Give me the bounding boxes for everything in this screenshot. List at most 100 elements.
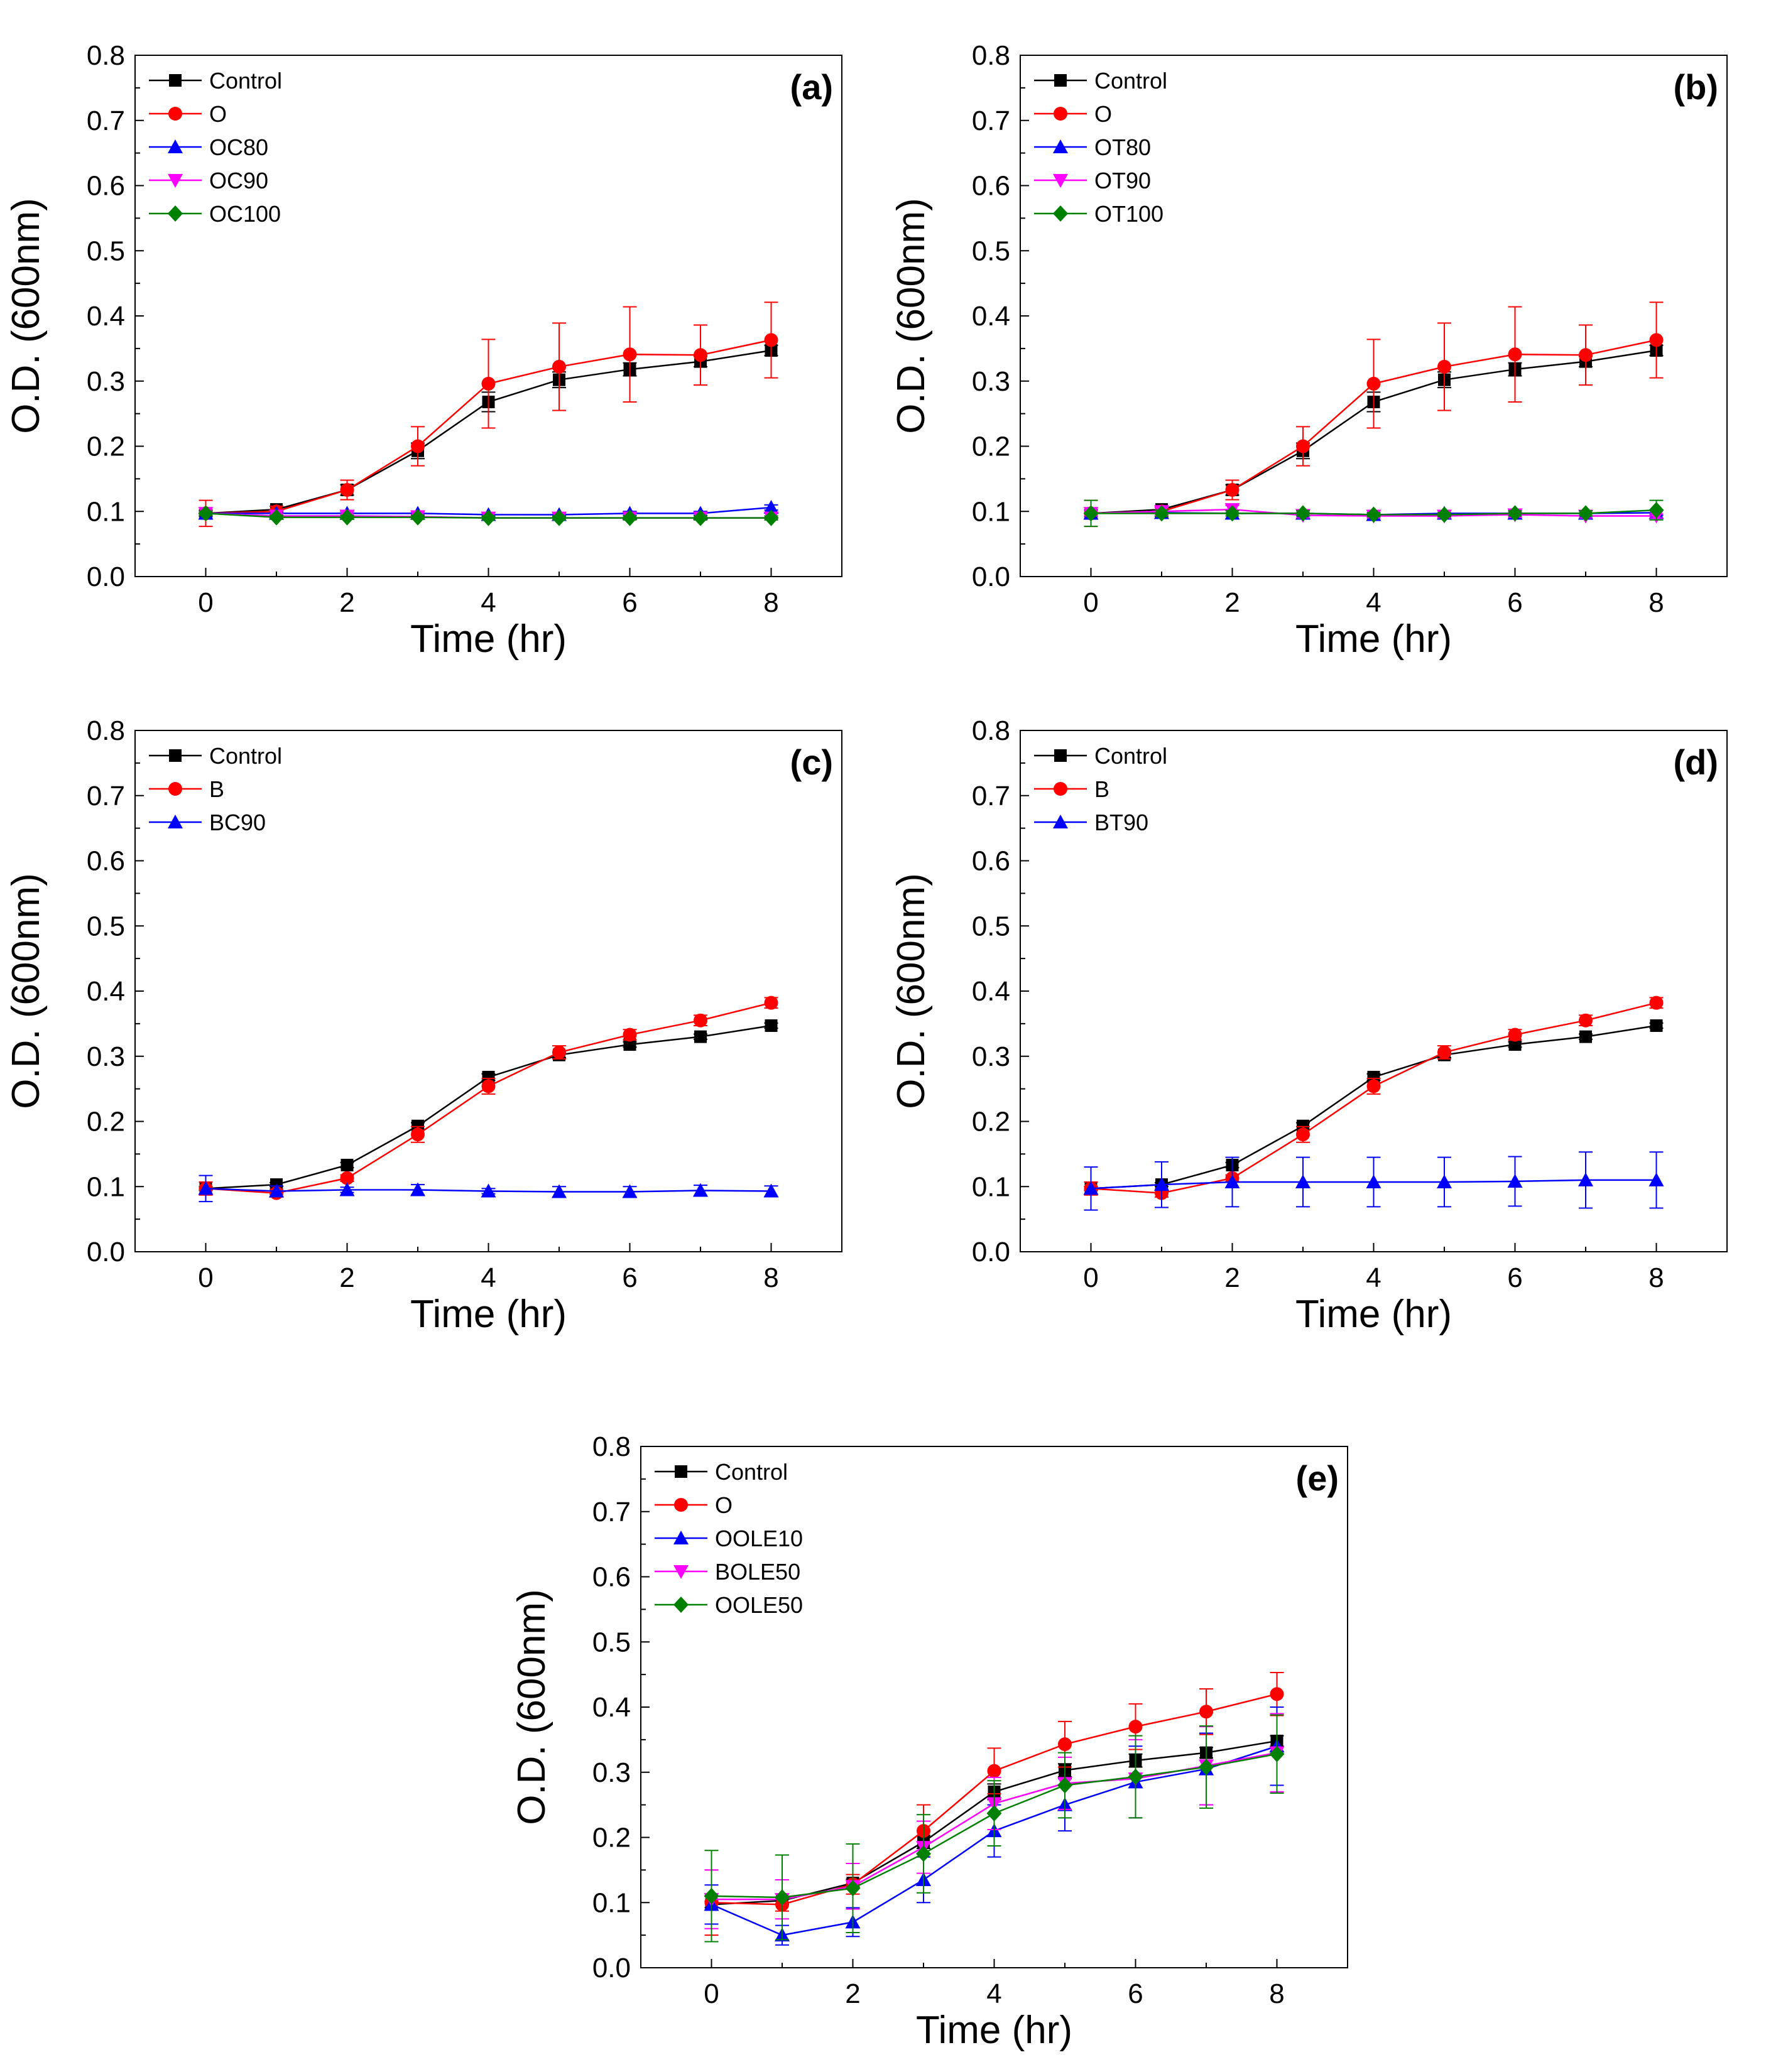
chart-c-series-BC90 — [198, 1174, 779, 1203]
chart-d-point-BT90 — [1507, 1173, 1523, 1188]
chart-b-ytick-label: 0.4 — [972, 301, 1010, 332]
chart-a-ylabel: O.D. (600nm) — [4, 198, 48, 434]
chart-c-line-B — [205, 1002, 771, 1194]
chart-a-point-O — [481, 376, 496, 391]
chart-c-legend-label: Control — [209, 743, 282, 769]
chart-a-xtick-label: 6 — [622, 587, 637, 618]
chart-c-point-BC90 — [622, 1184, 638, 1198]
chart-c-frame — [134, 730, 842, 1252]
chart-d-ytick-label: 0.5 — [972, 911, 1010, 941]
chart-d-point-BT90 — [1295, 1174, 1311, 1188]
chart-b-xlabel: Time (hr) — [1295, 617, 1452, 661]
chart-e-legend-marker — [673, 1565, 689, 1579]
chart-d-point-BT90 — [1648, 1172, 1664, 1186]
chart-e-xtick-label: 0 — [704, 1978, 719, 2009]
chart-c-xtick-label: 6 — [622, 1262, 637, 1293]
chart-d-legend-marker — [1054, 749, 1067, 762]
chart-b-xtick-label: 0 — [1083, 587, 1098, 618]
chart-a-point-O — [694, 348, 707, 362]
chart-e-legend-label: O — [715, 1492, 733, 1518]
chart-d-point-B — [1437, 1045, 1451, 1060]
chart-c-point-BC90 — [481, 1183, 496, 1198]
chart-d-ytick-label: 0.0 — [972, 1237, 1010, 1267]
chart-a-point-O — [623, 347, 637, 362]
chart-a-svg: 0.0 0.1 0.2 0.3 0.4 0.5 0.6 0.7 0.8 0 2 4 6 8 Time (hr… — [4, 40, 842, 661]
chart-d-point-BT90 — [1578, 1172, 1593, 1186]
chart-d-panel-label: (d) — [1673, 742, 1718, 782]
chart-e-ytick-label: 0.6 — [592, 1562, 631, 1593]
chart-e-ytick-label: 0.4 — [592, 1692, 631, 1723]
chart-d-point-Control — [1579, 1030, 1592, 1043]
chart-c-point-B — [694, 1013, 707, 1028]
chart-b-legend-marker — [1054, 74, 1067, 87]
chart-a-legend-label: Control — [209, 68, 282, 94]
chart-b-legend-label: Control — [1094, 68, 1167, 94]
chart-a-point-O — [764, 333, 778, 347]
chart-d-point-B — [1296, 1127, 1310, 1142]
chart-a-point-OC100 — [693, 509, 708, 526]
chart-c-series-B — [199, 995, 778, 1200]
chart-e-point-OOLE50 — [775, 1889, 790, 1906]
chart-b-point-O — [1579, 348, 1593, 362]
chart-c-point-BC90 — [763, 1183, 779, 1198]
chart-a-ytick-label: 0.7 — [87, 106, 125, 136]
chart-a-point-OC100 — [198, 505, 214, 522]
chart-e-ylabel: O.D. (600nm) — [510, 1589, 553, 1825]
chart-c-point-Control — [765, 1019, 778, 1032]
chart-a-panel-label: (a) — [790, 67, 833, 107]
chart-a-legend-marker — [168, 139, 183, 153]
chart-a-legend-label: OC90 — [209, 168, 268, 193]
chart-d-ylabel: O.D. (600nm) — [890, 873, 933, 1109]
chart-panel-e: 0.0 0.1 0.2 0.3 0.4 0.5 0.6 0.7 0.8 0 2 4 6 8 Time (hr… — [506, 1391, 1391, 2066]
chart-c-ytick-label: 0.3 — [87, 1041, 125, 1072]
chart-a-legend-marker — [168, 174, 183, 188]
chart-d-series-BT90 — [1083, 1151, 1664, 1211]
chart-a-ytick-label: 0.6 — [87, 171, 125, 202]
chart-d-xlabel: Time (hr) — [1295, 1293, 1452, 1336]
chart-d-ytick-label: 0.4 — [972, 976, 1010, 1007]
chart-a-point-OC100 — [269, 509, 284, 526]
chart-panel-a: 0.0 0.1 0.2 0.3 0.4 0.5 0.6 0.7 0.8 0 2 4 6 8 Time (hr… — [0, 0, 885, 675]
chart-b-point-O — [1225, 483, 1240, 497]
chart-c-panel-label: (c) — [790, 742, 833, 782]
chart-b-ytick-label: 0.7 — [972, 106, 1010, 136]
chart-c-point-Control — [694, 1030, 707, 1043]
chart-d-xtick-label: 8 — [1648, 1262, 1664, 1293]
chart-c-legend-marker — [169, 749, 182, 762]
chart-e-legend-label: BOLE50 — [715, 1559, 800, 1585]
chart-e-xtick-label: 4 — [986, 1978, 1001, 2009]
chart-e-legend-label: OOLE10 — [715, 1526, 803, 1551]
chart-c-ytick-label: 0.7 — [87, 781, 125, 811]
chart-e-point-O — [1058, 1737, 1072, 1752]
chart-panel-c: 0.0 0.1 0.2 0.3 0.4 0.5 0.6 0.7 0.8 0 2 4 6 8 Time (hr… — [0, 675, 885, 1350]
chart-e-ytick-label: 0.2 — [592, 1823, 631, 1853]
chart-a-point-O — [340, 483, 354, 497]
chart-a-legend-label: OC100 — [209, 201, 281, 227]
chart-d-xtick-label: 0 — [1083, 1262, 1098, 1293]
chart-b-legend-marker — [1053, 139, 1068, 153]
chart-a-point-OC100 — [481, 509, 496, 526]
chart-e-point-OOLE50 — [845, 1880, 861, 1897]
chart-a-ytick-label: 0.4 — [87, 301, 125, 332]
chart-b-svg: 0.0 0.1 0.2 0.3 0.4 0.5 0.6 0.7 0.8 0 2 4 6 8 Time (hr… — [890, 40, 1728, 661]
chart-b-ytick-label: 0.8 — [972, 40, 1010, 71]
chart-c-ytick-label: 0.4 — [87, 976, 125, 1007]
chart-e-point-OOLE50 — [916, 1845, 931, 1862]
chart-a-xtick-label: 8 — [763, 587, 778, 618]
chart-c-legend-marker — [168, 782, 182, 796]
chart-c-point-BC90 — [693, 1183, 708, 1197]
chart-e-xtick-label: 6 — [1128, 1978, 1143, 2009]
chart-d-point-BT90 — [1224, 1174, 1240, 1188]
chart-e-xtick-label: 2 — [845, 1978, 860, 2009]
chart-b-ytick-label: 0.0 — [972, 561, 1010, 592]
chart-a-series-O — [199, 301, 778, 528]
chart-b-point-OT100 — [1224, 505, 1240, 522]
chart-b-ytick-label: 0.5 — [972, 236, 1010, 266]
chart-a-point-OC100 — [339, 509, 355, 526]
chart-c-xtick-label: 2 — [339, 1262, 354, 1293]
chart-d-point-Control — [1508, 1038, 1522, 1051]
chart-a-point-OC100 — [410, 509, 425, 526]
chart-a-legend-marker — [168, 205, 183, 222]
chart-c-point-B — [552, 1045, 566, 1060]
chart-b-point-OT100 — [1154, 505, 1169, 522]
